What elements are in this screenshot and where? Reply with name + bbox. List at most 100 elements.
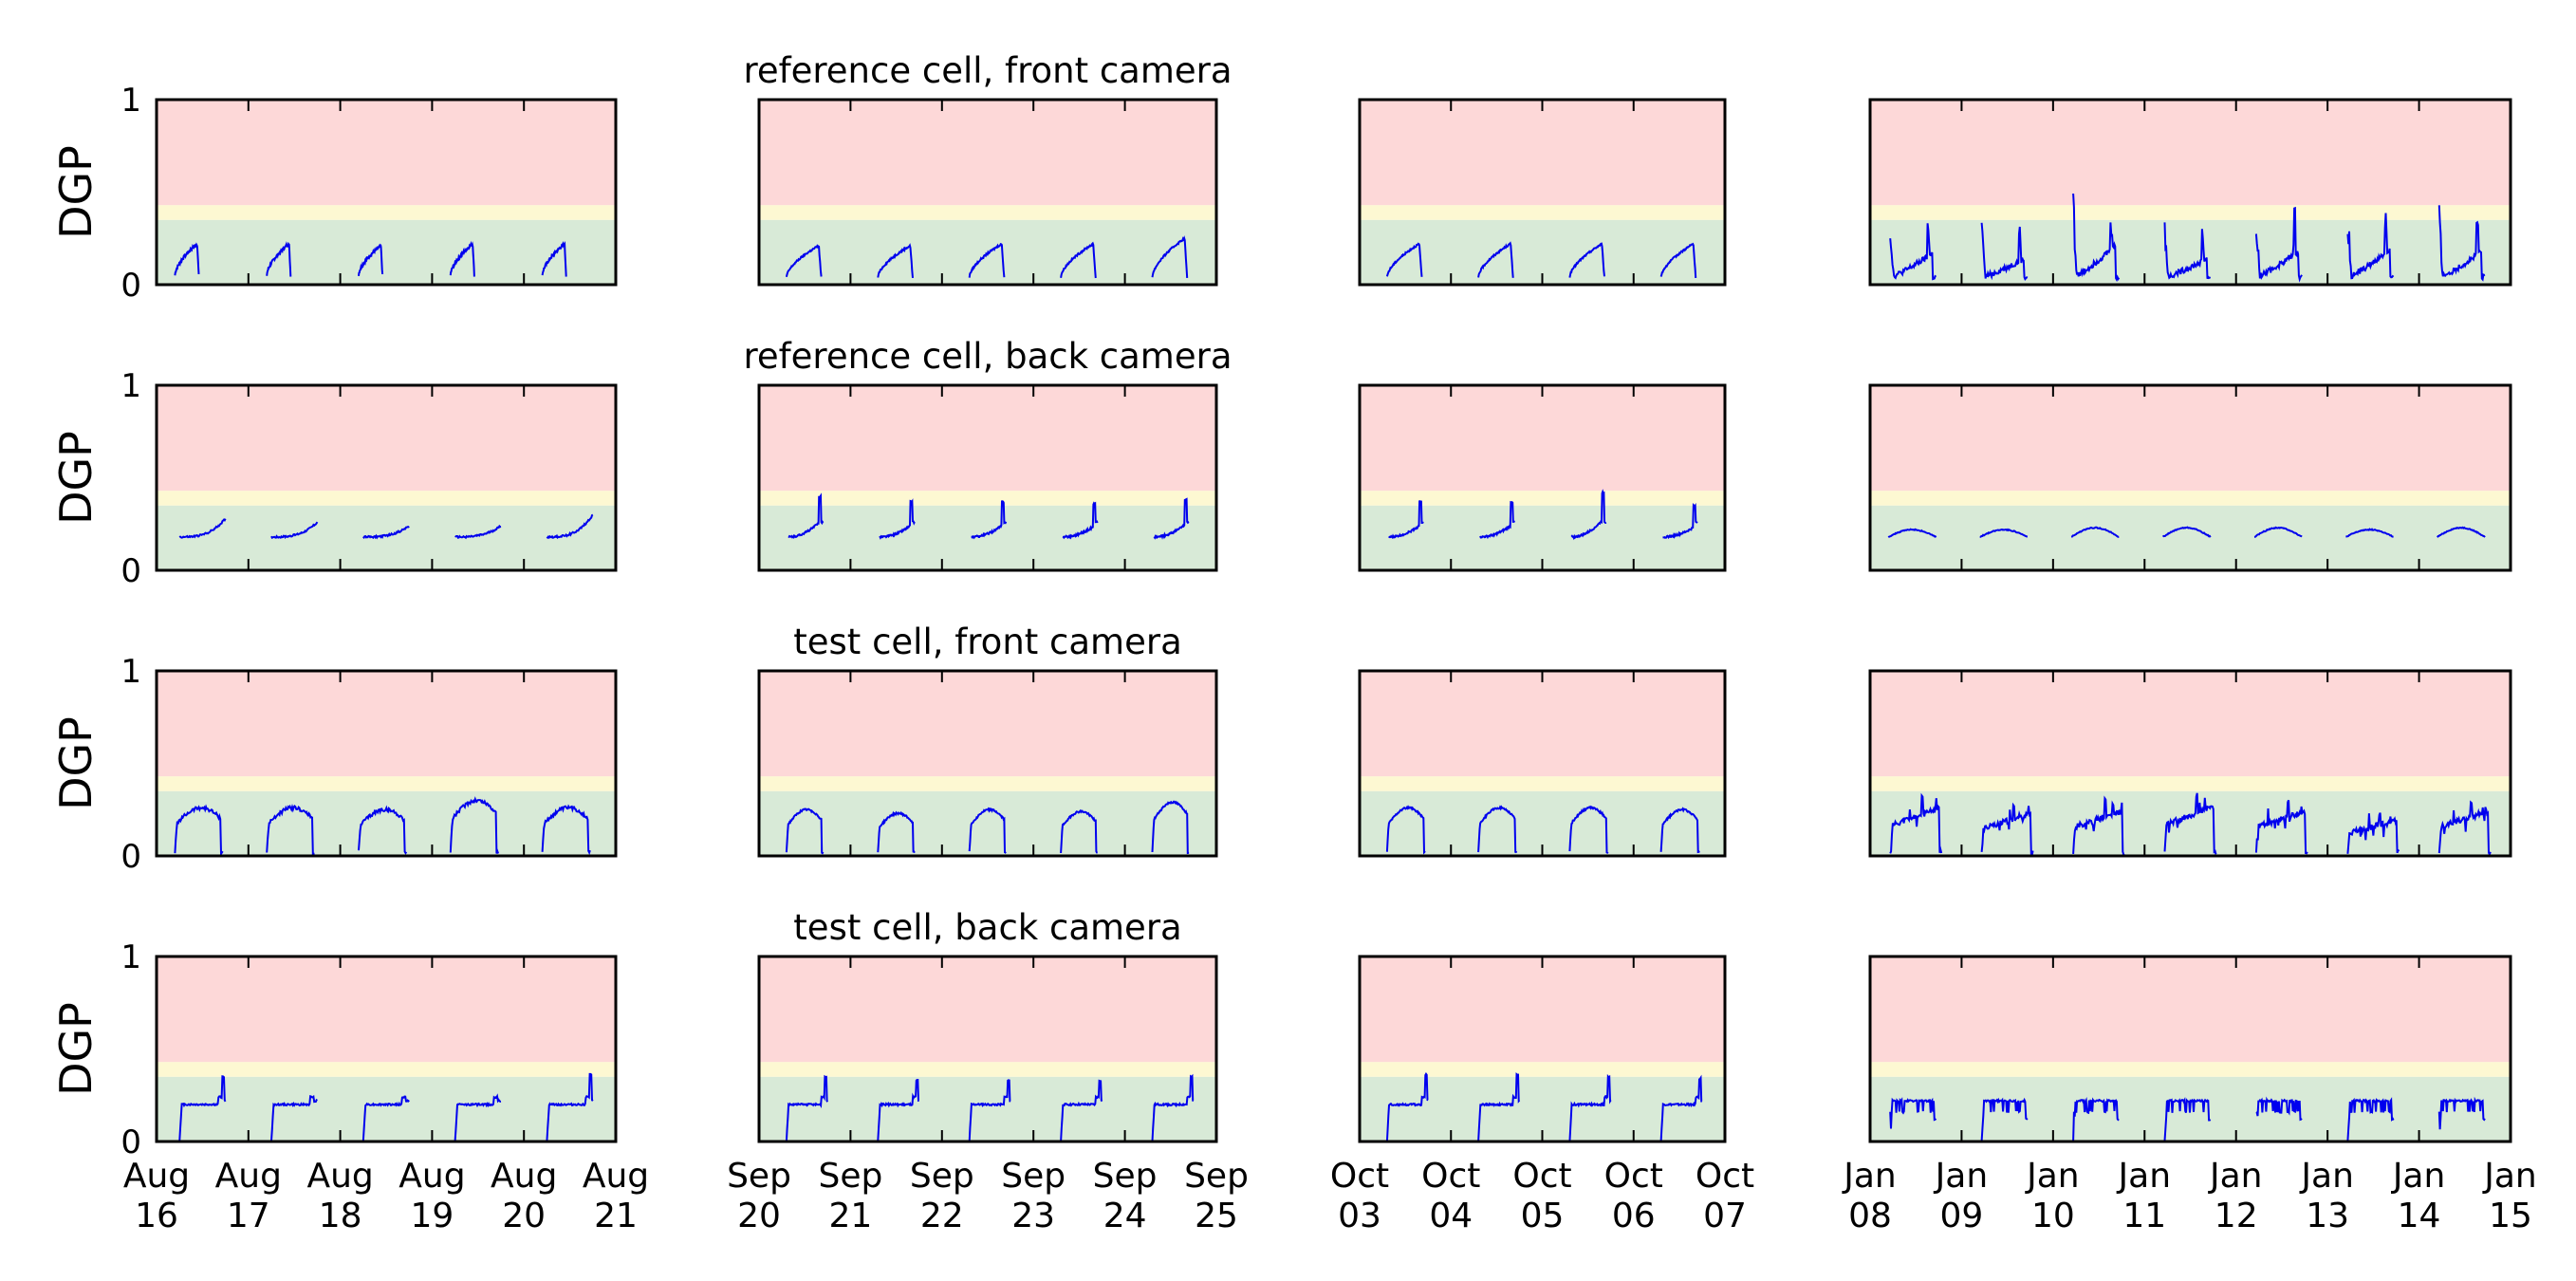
- glare-zone: [157, 491, 616, 506]
- x-tick-label: Aug 20: [491, 1157, 557, 1235]
- glare-zone: [157, 385, 616, 492]
- row-title: reference cell, back camera: [743, 336, 1232, 377]
- x-tick-label: Sep 22: [910, 1157, 974, 1235]
- y-tick-label: 0: [120, 1123, 141, 1161]
- glare-zone: [157, 505, 616, 570]
- x-tick-label: Jan 10: [2025, 1157, 2080, 1235]
- dgp-series-line: [1385, 1072, 1703, 1142]
- x-tick-label: Jan 15: [2482, 1157, 2537, 1235]
- glare-zone: [1360, 100, 1725, 206]
- x-tick-label: Oct 04: [1421, 1157, 1480, 1235]
- glare-zone: [157, 671, 616, 777]
- glare-zone: [1360, 776, 1725, 791]
- y-tick-label: 1: [120, 82, 141, 120]
- axes-frame: [757, 955, 1218, 1143]
- x-tick-label: Aug 18: [306, 1157, 373, 1235]
- glare-zone: [157, 1062, 616, 1077]
- glare-zone: [1360, 385, 1725, 492]
- dgp-series-line: [1385, 805, 1700, 855]
- y-axis-label: DGP: [50, 1002, 102, 1096]
- glare-zone: [759, 505, 1216, 570]
- axes-frame: [1868, 955, 2512, 1143]
- glare-zone: [157, 1076, 616, 1142]
- dgp-series-line: [785, 235, 1189, 279]
- glare-zone: [759, 1062, 1216, 1077]
- row-title: reference cell, front camera: [743, 50, 1232, 91]
- x-tick-label: Sep 24: [1093, 1157, 1158, 1235]
- panel-3-0: Aug 16 Aug 17 Aug 18 Aug 19 Aug 20 Aug 21: [123, 955, 649, 1235]
- glare-zone: [1870, 956, 2511, 1063]
- glare-zone: [1870, 671, 2511, 777]
- y-tick-label: 1: [120, 367, 141, 405]
- x-tick-label: Oct 03: [1330, 1157, 1389, 1235]
- glare-zone: [1870, 491, 2511, 506]
- panel-2-1: [757, 669, 1218, 858]
- x-tick-label: Sep 21: [818, 1157, 882, 1235]
- glare-zone: [1870, 385, 2511, 492]
- dgp-series-line: [178, 1072, 594, 1142]
- x-tick-label: Oct 05: [1512, 1157, 1571, 1235]
- x-tick-label: Oct 06: [1604, 1157, 1663, 1235]
- glare-zone: [1870, 776, 2511, 791]
- glare-zone: [759, 671, 1216, 777]
- y-tick-label: 0: [120, 552, 141, 590]
- glare-zone: [759, 100, 1216, 206]
- dgp-series-line: [174, 796, 591, 857]
- panel-2-2: [1358, 669, 1727, 858]
- glare-zone: [157, 219, 616, 285]
- glare-zone: [759, 956, 1216, 1063]
- axes-frame: [155, 383, 618, 572]
- glare-zone: [1870, 205, 2511, 220]
- y-tick-label: 1: [120, 938, 141, 976]
- x-tick-label: Jan 12: [2208, 1157, 2263, 1235]
- x-tick-label: Aug 21: [583, 1157, 649, 1235]
- panel-0-1: [757, 98, 1218, 287]
- panel-1-0: [155, 383, 618, 572]
- panel-0-2: [1358, 98, 1727, 287]
- y-tick-label: 1: [120, 653, 141, 691]
- panel-1-1: [757, 383, 1218, 572]
- glare-zone: [1360, 671, 1725, 777]
- y-axis-label: DGP: [50, 145, 102, 239]
- panel-3-1: Sep 20 Sep 21 Sep 22 Sep 23 Sep 24 Sep 25: [727, 955, 1249, 1235]
- axes-frame: [1868, 669, 2512, 858]
- x-tick-label: Aug 19: [398, 1157, 465, 1235]
- glare-zone: [157, 790, 616, 856]
- panel-3-2: Oct 03 Oct 04 Oct 05 Oct 06 Oct 07: [1330, 955, 1754, 1235]
- glare-zone: [1870, 505, 2511, 570]
- dgp-series-line: [1388, 489, 1698, 541]
- x-tick-label: Aug 16: [123, 1157, 190, 1235]
- x-tick-label: Jan 13: [2299, 1157, 2354, 1235]
- x-tick-label: Jan 08: [1842, 1157, 1897, 1235]
- dgp-series-line: [174, 240, 567, 277]
- y-axis-label: DGP: [50, 431, 102, 525]
- x-tick-label: Jan 14: [2391, 1157, 2446, 1235]
- glare-zone: [1360, 956, 1725, 1063]
- panel-0-3: [1868, 98, 2512, 287]
- dgp-series-line: [1889, 193, 2486, 283]
- glare-zone: [157, 776, 616, 791]
- dgp-series-line: [1889, 1096, 2486, 1142]
- glare-zone: [157, 205, 616, 220]
- axes-frame: [155, 669, 618, 858]
- dgp-series-line: [785, 1073, 1195, 1142]
- glare-zone: [759, 491, 1216, 506]
- dgp-series-line: [785, 800, 1190, 855]
- axes-frame: [155, 98, 618, 287]
- axes-frame: [155, 955, 618, 1143]
- axes-frame: [1868, 98, 2512, 287]
- dgp-series-line: [178, 513, 594, 540]
- glare-zone: [1360, 1062, 1725, 1077]
- axes-frame: [757, 98, 1218, 287]
- axes-frame: [757, 383, 1218, 572]
- panel-1-2: [1358, 383, 1727, 572]
- glare-zone: [157, 956, 616, 1063]
- axes-frame: [757, 669, 1218, 858]
- glare-zone: [759, 790, 1216, 856]
- y-tick-label: 0: [120, 838, 141, 876]
- x-tick-label: Sep 25: [1184, 1157, 1249, 1235]
- dgp-series-line: [1889, 792, 2492, 858]
- glare-zone: [759, 776, 1216, 791]
- dgp-series-line: [1887, 526, 2486, 539]
- x-tick-label: Sep 23: [1001, 1157, 1066, 1235]
